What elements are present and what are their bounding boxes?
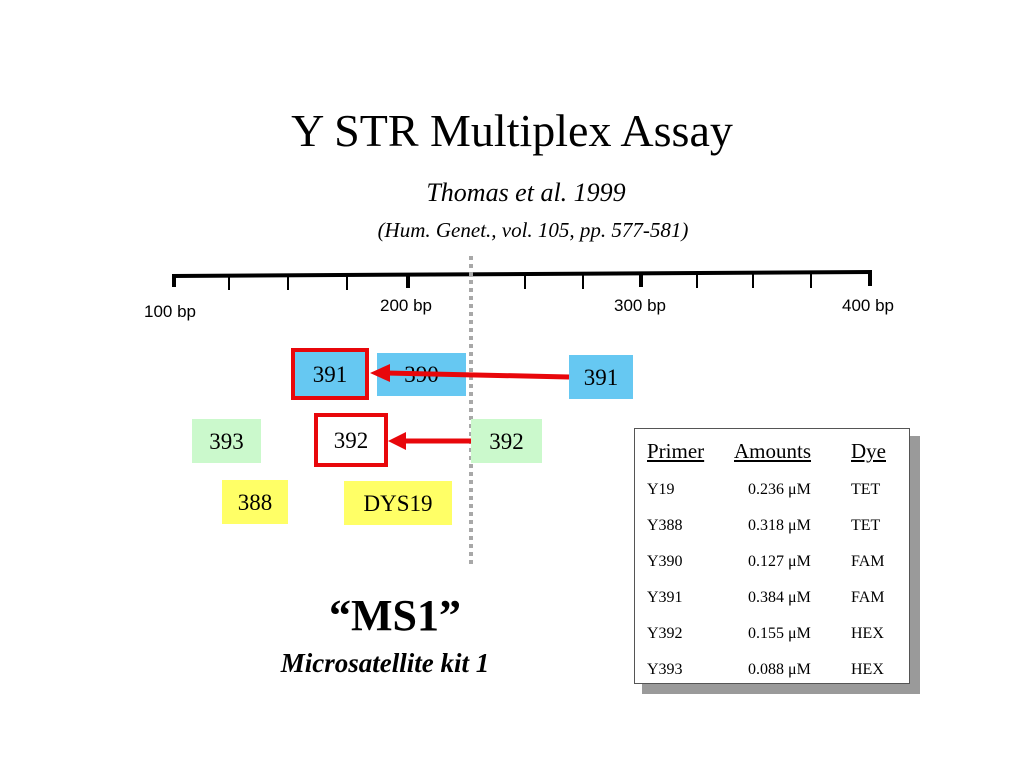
cell-amount: 0.236 μM [748,481,811,498]
cell-primer: Y392 [647,625,683,642]
cell-dye: HEX [851,625,884,642]
table-row: Y19 0.236 μM TET [635,481,911,505]
marker-391-shifted-label: 391 [312,361,348,387]
cell-amount: 0.318 μM [748,517,811,534]
slide-title: Y STR Multiplex Assay [291,105,733,156]
marker-388: 388 [222,480,288,524]
marker-392-shifted-label: 392 [333,427,369,453]
ruler-label-400: 400 bp [842,296,894,315]
cell-amount: 0.088 μM [748,661,811,678]
marker-dys19: DYS19 [344,481,452,525]
header-dye: Dye [851,439,886,463]
cell-primer: Y390 [647,553,683,570]
citation: Thomas et al. 1999 [426,178,626,207]
cell-dye: HEX [851,661,884,678]
cell-primer: Y19 [647,481,675,498]
primer-table: Primer Amounts Dye Y19 0.236 μM TET Y388… [634,428,910,684]
table-row: Y390 0.127 μM FAM [635,553,911,577]
ruler-label-100: 100 bp [144,302,196,321]
cell-amount: 0.127 μM [748,553,811,570]
marker-392-original: 392 [471,419,542,463]
cell-dye: FAM [851,589,885,606]
arrow-391 [370,364,570,382]
cell-dye: FAM [851,553,885,570]
table-row: Y388 0.318 μM TET [635,517,911,541]
table-row: Y391 0.384 μM FAM [635,589,911,613]
marker-391-original: 391 [569,355,633,399]
kit-subtitle: Microsatellite kit 1 [280,648,490,678]
header-amounts: Amounts [734,439,812,463]
marker-388-label: 388 [237,489,273,515]
cell-dye: TET [851,517,881,534]
cell-primer: Y391 [647,589,683,606]
journal-reference: (Hum. Genet., vol. 105, pp. 577-581) [377,218,689,242]
marker-dys19-label: DYS19 [363,490,433,516]
marker-391-original-label: 391 [583,364,619,390]
marker-393: 393 [192,419,261,463]
marker-391-shifted: 391 [291,348,369,400]
kit-name: “MS1” [329,591,461,640]
cell-dye: TET [851,481,881,498]
marker-393-label: 393 [209,428,244,454]
table-row: Y392 0.155 μM HEX [635,625,911,649]
ruler-label-300: 300 bp [614,296,666,315]
arrow-392 [388,432,471,450]
marker-392-shifted: 392 [314,413,388,467]
header-primer: Primer [647,439,705,463]
cell-amount: 0.155 μM [748,625,811,642]
cell-amount: 0.384 μM [748,589,811,606]
table-row: Y393 0.088 μM HEX [635,661,911,685]
cell-primer: Y393 [647,661,683,678]
marker-392-original-label: 392 [489,428,524,454]
cell-primer: Y388 [647,517,683,534]
ruler-label-200: 200 bp [380,296,432,315]
